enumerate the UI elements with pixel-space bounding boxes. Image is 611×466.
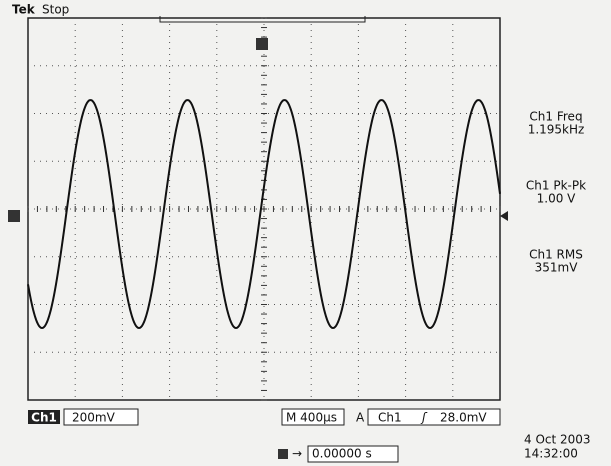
- trigger-marker: [256, 38, 268, 50]
- trigger-mode: A: [356, 411, 365, 425]
- meas-value: 1.195kHz: [528, 123, 585, 137]
- timebase: M 400µs: [286, 411, 337, 425]
- vertical-scale: 200mV: [72, 411, 116, 425]
- horizontal-position: 0.00000 s: [312, 447, 372, 461]
- date: 4 Oct 2003: [524, 433, 591, 447]
- meas-label: Ch1 RMS: [529, 248, 583, 262]
- trigger-level: 28.0mV: [440, 411, 487, 425]
- meas-value: 351mV: [535, 261, 579, 275]
- channel-label: Ch1: [31, 411, 57, 425]
- page: Tek Stop Ch1 Freq 1.195kHz Ch1 Pk-Pk 1.0…: [0, 0, 611, 466]
- time: 14:32:00: [524, 447, 578, 461]
- brand: Tek: [12, 3, 36, 17]
- arrow: →: [292, 447, 302, 461]
- channel-marker: [8, 210, 20, 222]
- record-bracket: [160, 16, 365, 22]
- meas-label: Ch1 Freq: [529, 110, 582, 124]
- position-marker: [278, 449, 288, 459]
- graticule: [28, 18, 500, 400]
- meas-label: Ch1 Pk-Pk: [526, 179, 586, 193]
- scope-screen: Tek Stop Ch1 Freq 1.195kHz Ch1 Pk-Pk 1.0…: [0, 0, 611, 466]
- level-marker: [500, 211, 508, 221]
- meas-value: 1.00 V: [537, 192, 577, 206]
- acq-status: Stop: [42, 3, 69, 17]
- waveform: [28, 100, 500, 328]
- trigger-source: Ch1: [378, 411, 402, 425]
